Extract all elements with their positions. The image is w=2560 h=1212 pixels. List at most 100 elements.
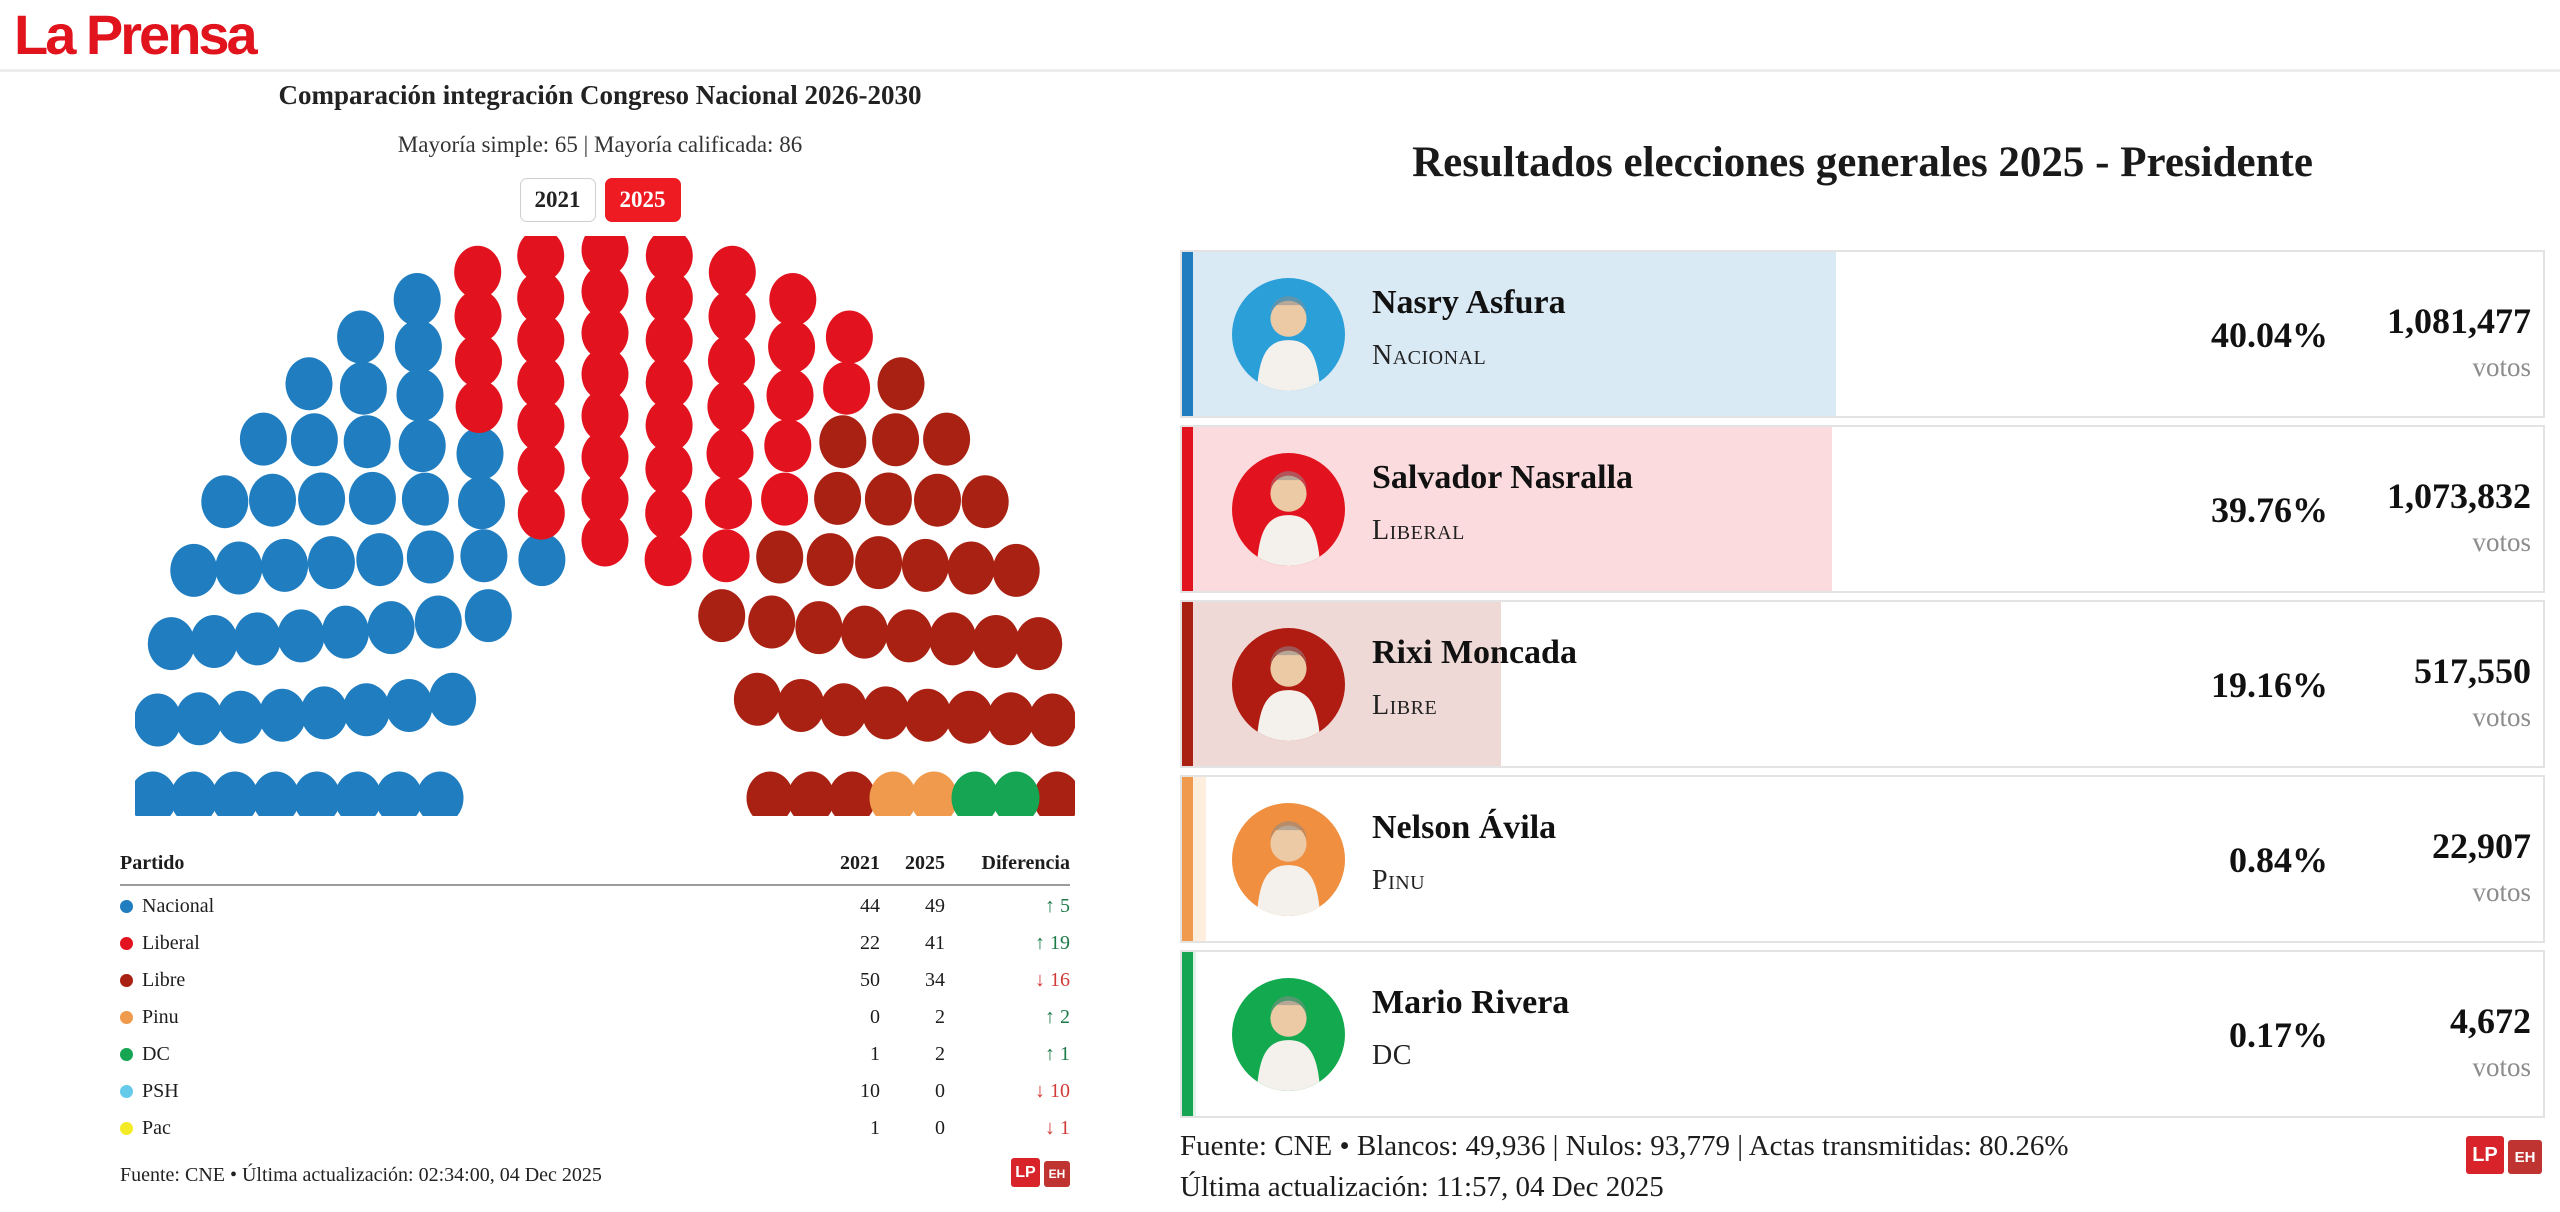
parliament-seat — [517, 398, 565, 452]
parliament-seat — [518, 533, 566, 587]
parliament-seat — [841, 605, 888, 659]
candidate-party: Libre — [1372, 690, 1438, 721]
party-row: Pac 1 0 ↓ 1 — [120, 1108, 1070, 1145]
parliament-seat — [456, 427, 504, 481]
candidate-row: Rixi Moncada Libre 19.16% 517,550 votos — [1180, 600, 2545, 768]
parliament-seat — [398, 419, 446, 473]
parliament-seat — [581, 236, 629, 277]
parliament-seat — [429, 672, 477, 726]
parliament-seat — [961, 475, 1009, 529]
party-table-header: Partido 2021 2025 Diferencia — [120, 852, 1070, 886]
lp-logo-badge[interactable]: LP — [2466, 1136, 2504, 1174]
parliament-seat — [211, 771, 259, 816]
parliament-seat — [581, 264, 629, 318]
parliament-seat — [343, 415, 391, 469]
parliament-seat — [972, 615, 1020, 668]
year-toggle-2021[interactable]: 2021 — [519, 178, 596, 222]
parliament-seat — [748, 595, 796, 649]
party-name: Pac — [142, 1116, 171, 1139]
seats-2025: 34 — [925, 968, 945, 991]
year-toggle-2025[interactable]: 2025 — [604, 178, 681, 222]
seats-2021: 22 — [860, 931, 880, 954]
candidate-name: Nelson Ávila — [1372, 809, 1557, 846]
eh-logo-badge[interactable]: EH — [1044, 1161, 1070, 1187]
seat-diff: ↑ 1 — [1045, 1042, 1070, 1065]
votes-label: votos — [2472, 1052, 2531, 1082]
parliament-seat — [869, 771, 917, 816]
party-color-dot — [120, 973, 133, 987]
eh-logo-badge[interactable]: EH — [2508, 1140, 2542, 1174]
parliament-seat — [406, 530, 454, 584]
candidate-name: Rixi Moncada — [1372, 634, 1577, 671]
parliament-seat — [233, 612, 281, 666]
year-toggle-group: 2021 2025 — [90, 178, 1110, 222]
party-table-body: Nacional 44 49 ↑ 5 Liberal 22 41 ↑ 19 Libre 50 34 ↓… — [120, 886, 1070, 1145]
parliament-seat — [733, 672, 781, 726]
parliament-seat — [708, 245, 756, 299]
parliament-seat — [458, 476, 505, 530]
left-source-text: Fuente: CNE • Última actualización: 02:3… — [120, 1164, 602, 1186]
parliament-seat — [337, 310, 385, 364]
parliament-seat — [201, 475, 249, 529]
votes-label: votos — [2472, 877, 2531, 907]
seats-2021: 0 — [870, 1005, 880, 1028]
parliament-seat — [819, 415, 867, 469]
seat-diff: ↓ 10 — [1035, 1079, 1070, 1102]
parliament-seat — [517, 486, 565, 540]
parliament-seat — [1033, 771, 1075, 816]
candidate-votes: 1,073,832 — [2387, 476, 2531, 516]
la-prensa-logo[interactable]: La Prensa — [14, 3, 258, 66]
parliament-seat — [249, 473, 296, 527]
parliament-seat — [215, 541, 263, 595]
parliament-seat — [705, 476, 752, 530]
parliament-seat — [581, 347, 629, 401]
parliament-seat — [293, 771, 341, 816]
seats-2021: 44 — [860, 894, 880, 917]
parliament-seat — [910, 771, 958, 816]
candidate-percent: 39.76% — [2211, 490, 2328, 530]
parliament-seat — [645, 486, 693, 540]
candidate-name: Nasry Asfura — [1372, 284, 1566, 321]
candidate-party: Liberal — [1372, 515, 1465, 546]
party-edge-bar — [1182, 602, 1193, 766]
parliament-seat — [356, 533, 404, 587]
parliament-seat — [706, 427, 754, 481]
candidate-votes: 22,907 — [2432, 826, 2531, 866]
right-source-footer: Fuente: CNE • Blancos: 49,936 | Nulos: 9… — [1180, 1130, 2545, 1204]
parliament-seat — [581, 472, 629, 526]
parliament-seat — [777, 679, 825, 732]
left-source-footer: Fuente: CNE • Última actualización: 02:3… — [120, 1158, 1070, 1187]
parliament-seat — [825, 310, 873, 364]
party-name: Liberal — [142, 931, 200, 954]
parliament-seat — [290, 413, 338, 467]
party-name: Nacional — [142, 894, 215, 917]
party-color-dot — [120, 1084, 133, 1098]
candidate-list: Nasry Asfura Nacional 40.04% 1,081,477 votos… — [1180, 250, 2545, 1125]
parliament-seat — [393, 273, 441, 326]
parliament-seat — [517, 271, 565, 325]
candidate-avatar — [1232, 803, 1345, 916]
majority-subtitle: Mayoría simple: 65 | Mayoría calificada:… — [397, 132, 803, 157]
party-name: Libre — [142, 968, 186, 991]
parliament-seat — [1028, 693, 1075, 747]
seats-2025: 2 — [935, 1005, 945, 1028]
parliament-seat — [261, 538, 309, 592]
parliament-seat — [454, 289, 502, 343]
lp-logo-badge[interactable]: LP — [1011, 1158, 1040, 1187]
parliament-seat — [707, 380, 755, 433]
seat-diff: ↓ 16 — [1035, 968, 1070, 991]
parliament-seat — [864, 472, 912, 526]
parliament-seat — [702, 529, 750, 583]
candidate-percent: 0.84% — [2229, 840, 2328, 880]
parliament-seat — [820, 683, 868, 737]
parliament-seat — [135, 771, 177, 816]
parliament-seat — [1015, 617, 1063, 671]
parliament-seat — [464, 589, 512, 643]
parliament-seat — [645, 442, 693, 496]
parliament-seat — [992, 543, 1040, 597]
party-color-dot — [120, 1047, 133, 1061]
parliament-seat — [455, 334, 502, 388]
parliament-seat — [385, 679, 433, 732]
parliament-seat — [645, 271, 693, 325]
candidate-party: Pinu — [1372, 865, 1426, 896]
